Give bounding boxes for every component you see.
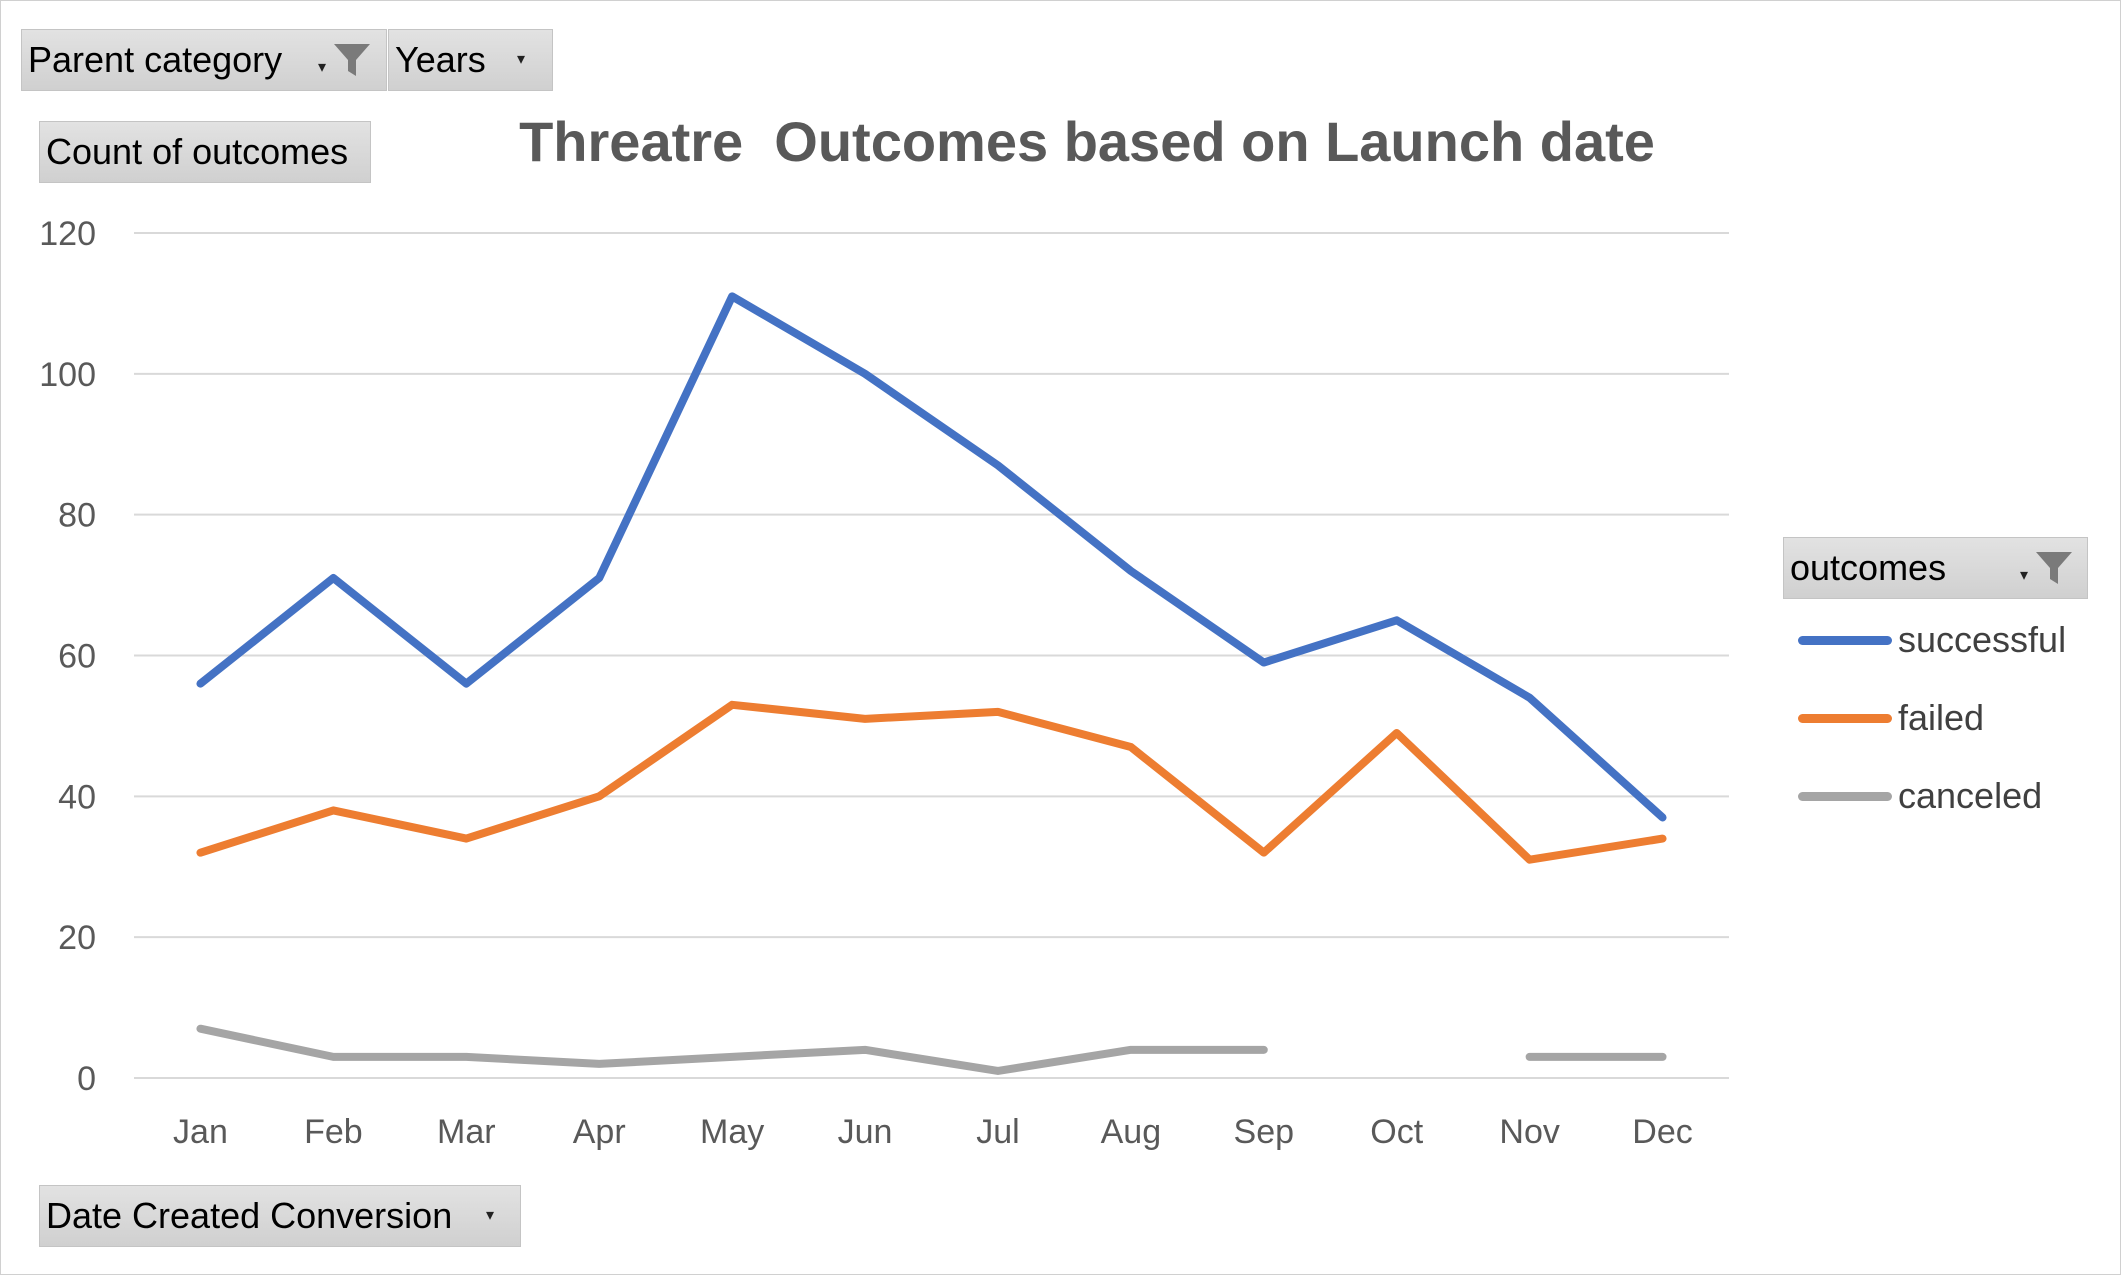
y-tick-label: 20	[58, 919, 96, 957]
x-tick-label: Apr	[573, 1113, 626, 1151]
parent-category-label: Parent category	[28, 39, 283, 80]
legend-item-canceled: canceled	[1798, 771, 2042, 821]
dropdown-arrow-icon: ▾	[517, 51, 526, 68]
x-tick-label: Aug	[1101, 1113, 1162, 1151]
y-tick-label: 60	[58, 638, 96, 676]
y-tick-label: 40	[58, 778, 96, 816]
filter-funnel-icon	[334, 44, 370, 76]
legend-label: successful	[1898, 619, 2067, 660]
legend-label: canceled	[1898, 775, 2043, 816]
y-axis-tick-labels: 0 20 40 60 80 100 120	[39, 215, 96, 1098]
x-axis-tick-labels: Jan Feb Mar Apr May Jun Jul Aug Sep Oct Nov Dec	[173, 1113, 1693, 1151]
x-tick-label: Jun	[838, 1113, 893, 1151]
dropdown-arrow-icon: ▾	[318, 59, 327, 76]
years-label: Years	[395, 39, 486, 80]
legend-item-successful: successful	[1798, 615, 2066, 665]
legend-label: failed	[1898, 697, 1985, 738]
years-filter-button[interactable]: Years ▾	[388, 29, 553, 91]
x-tick-label: Feb	[304, 1113, 363, 1151]
x-tick-label: Dec	[1632, 1113, 1692, 1151]
series-line-failed	[196, 700, 1667, 864]
x-tick-label: Nov	[1499, 1113, 1559, 1151]
y-tick-label: 0	[77, 1060, 96, 1098]
series-lines	[196, 292, 1667, 1075]
y-tick-label: 80	[58, 497, 96, 535]
x-tick-label: Mar	[437, 1113, 496, 1151]
y-tick-label: 100	[39, 356, 96, 394]
outcomes-label: outcomes	[1790, 547, 1947, 588]
gridlines	[134, 232, 1729, 1079]
filter-funnel-icon	[2036, 552, 2072, 584]
x-tick-label: May	[700, 1113, 764, 1151]
series-line-successful	[196, 292, 1667, 822]
series-line-canceled	[196, 1024, 1268, 1075]
count-of-outcomes-field-button[interactable]: Count of outcomes	[39, 121, 371, 183]
legend-swatch	[1798, 791, 1892, 801]
dropdown-arrow-icon: ▾	[2020, 567, 2029, 584]
date-created-conversion-label: Date Created Conversion	[46, 1195, 453, 1236]
x-tick-label: Jan	[173, 1113, 228, 1151]
count-of-outcomes-label: Count of outcomes	[46, 131, 349, 172]
parent-category-filter-button[interactable]: Parent category ▾	[21, 29, 387, 91]
y-tick-label: 120	[39, 215, 96, 253]
legend-swatch	[1798, 713, 1892, 723]
outcomes-legend-filter-button[interactable]: outcomes ▾	[1783, 537, 2088, 599]
legend-item-failed: failed	[1798, 693, 1984, 743]
x-tick-label: Oct	[1370, 1113, 1423, 1151]
dropdown-arrow-icon: ▾	[486, 1207, 495, 1224]
date-created-conversion-filter-button[interactable]: Date Created Conversion ▾	[39, 1185, 521, 1247]
x-tick-label: Sep	[1234, 1113, 1295, 1151]
x-tick-label: Jul	[976, 1113, 1019, 1151]
chart-title: Threatre Outcomes based on Launch date	[519, 110, 1655, 173]
legend-swatch	[1798, 635, 1892, 645]
